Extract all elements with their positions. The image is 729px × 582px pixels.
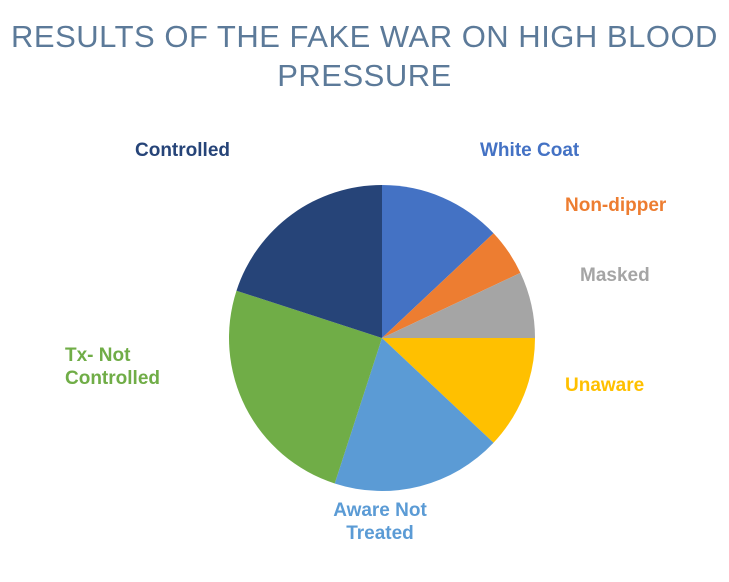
pie-slice-label: Masked	[580, 265, 650, 288]
chart-title: RESULTS OF THE FAKE WAR ON HIGH BLOOD PR…	[0, 18, 729, 96]
pie-chart-area: White Coat Non-dipper Masked Unaware Aware N…	[0, 130, 729, 570]
pie-chart	[229, 185, 535, 491]
pie-slice-label: White Coat	[480, 140, 579, 163]
pie-slice-label: Non-dipper	[565, 195, 666, 218]
pie-slice-label: Unaware	[565, 375, 644, 398]
pie-slice-label: Tx- Not Controlled	[65, 345, 160, 391]
pie-slice-label: Aware Not Treated	[295, 500, 465, 546]
chart-page: { "chart": { "type": "pie", "title": "RE…	[0, 0, 729, 582]
pie-slice-label: Controlled	[135, 140, 230, 163]
